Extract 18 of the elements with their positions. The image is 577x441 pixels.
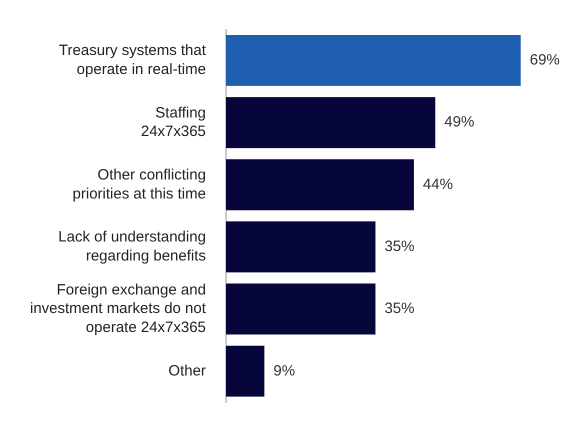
- y-tick-label: Treasury systems that operate in real-time: [58, 42, 207, 78]
- y-tick-label: Other: [168, 362, 206, 380]
- bar: [226, 159, 414, 210]
- y-tick-label: Foreign exchange and investment markets do not operate 24x7x365: [30, 281, 207, 336]
- bar: [226, 346, 264, 397]
- data-label: 35%: [384, 300, 414, 318]
- data-label: 44%: [422, 176, 453, 193]
- data-label: 9%: [273, 362, 296, 380]
- data-label: 35%: [384, 238, 414, 256]
- y-tick-label: Lack of understanding regarding benefits: [58, 228, 206, 264]
- bar: [226, 34, 521, 86]
- bar: [226, 97, 436, 148]
- bar: [226, 284, 376, 335]
- y-tick-label: Other conflicting priorities at this time: [72, 166, 206, 202]
- y-tick-label: Staffing 24x7x365: [140, 104, 206, 140]
- bar: [226, 221, 376, 272]
- data-label: 69%: [530, 52, 560, 69]
- data-label: 49%: [444, 114, 474, 131]
